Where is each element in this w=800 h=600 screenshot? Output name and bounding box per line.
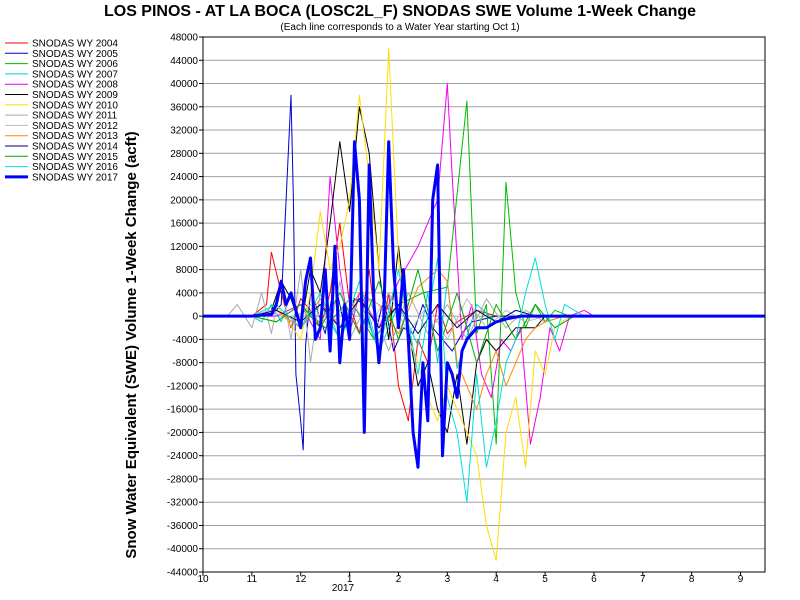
y-tick-label: 12000 bbox=[170, 242, 198, 253]
x-tick-label: 5 bbox=[542, 574, 548, 585]
y-tick-label: -24000 bbox=[167, 451, 199, 462]
y-tick-label: -28000 bbox=[167, 474, 199, 485]
y-tick-label: -20000 bbox=[167, 428, 199, 439]
y-tick-label: -16000 bbox=[167, 405, 199, 416]
x-tick-label: 11 bbox=[247, 574, 258, 585]
x-tick-label: 4 bbox=[493, 574, 499, 585]
y-tick-label: -40000 bbox=[167, 544, 199, 555]
y-tick-label: 24000 bbox=[170, 172, 198, 183]
legend-label: SNODAS WY 2012 bbox=[32, 121, 118, 132]
legend-label: SNODAS WY 2017 bbox=[32, 172, 118, 183]
legend-label: SNODAS WY 2011 bbox=[32, 111, 118, 122]
y-tick-label: 4000 bbox=[176, 288, 199, 299]
legend-label: SNODAS WY 2015 bbox=[32, 152, 118, 163]
x-tick-label: 9 bbox=[738, 574, 744, 585]
chart-title: LOS PINOS - AT LA BOCA (LOSC2L_F) SNODAS… bbox=[104, 3, 696, 20]
legend-label: SNODAS WY 2008 bbox=[32, 80, 118, 91]
x-ticks: 10 11 12 1 2 3 4 5 6 7 8 9 bbox=[197, 572, 744, 585]
x-tick-label: 1 bbox=[347, 574, 353, 585]
legend-label: SNODAS WY 2013 bbox=[32, 131, 118, 142]
x-tick-label: 10 bbox=[197, 574, 209, 585]
y-tick-label: 20000 bbox=[170, 195, 198, 206]
legend-label: SNODAS WY 2006 bbox=[32, 59, 118, 70]
grid bbox=[203, 36, 765, 573]
y-tick-label: 40000 bbox=[170, 79, 198, 90]
series-line bbox=[203, 94, 765, 451]
legend-label: SNODAS WY 2010 bbox=[32, 100, 118, 111]
legend-label: SNODAS WY 2005 bbox=[32, 49, 118, 60]
y-tick-label: -8000 bbox=[172, 358, 198, 369]
series-line bbox=[203, 48, 765, 561]
y-tick-label: 36000 bbox=[170, 102, 198, 113]
legend-label: SNODAS WY 2016 bbox=[32, 162, 118, 173]
y-tick-label: 28000 bbox=[170, 149, 198, 160]
y-tick-label: 48000 bbox=[170, 33, 198, 44]
x-tick-label: 2 bbox=[396, 574, 402, 585]
legend-label: SNODAS WY 2014 bbox=[32, 142, 118, 153]
y-ticks: 4800044000400003600032000280002400020000… bbox=[167, 33, 203, 579]
y-tick-label: -32000 bbox=[167, 498, 199, 509]
x-year-label: 2017 bbox=[332, 583, 355, 594]
y-tick-label: 32000 bbox=[170, 126, 198, 137]
x-tick-label: 8 bbox=[689, 574, 695, 585]
x-tick-label: 7 bbox=[640, 574, 646, 585]
y-tick-label: 0 bbox=[192, 312, 198, 323]
y-tick-label: 44000 bbox=[170, 56, 198, 67]
chart-subtitle: (Each line corresponds to a Water Year s… bbox=[280, 22, 519, 33]
series-line bbox=[203, 257, 765, 503]
x-tick-label: 3 bbox=[445, 574, 451, 585]
x-tick-label: 12 bbox=[295, 574, 307, 585]
legend-label: SNODAS WY 2004 bbox=[32, 39, 118, 50]
series-line bbox=[203, 83, 765, 445]
series-lines bbox=[203, 48, 765, 561]
y-tick-label: 16000 bbox=[170, 219, 198, 230]
legend-label: SNODAS WY 2009 bbox=[32, 90, 118, 101]
plot-frame bbox=[202, 36, 766, 573]
legend-label: SNODAS WY 2007 bbox=[32, 69, 118, 80]
y-tick-label: -4000 bbox=[172, 335, 198, 346]
y-tick-label: -12000 bbox=[167, 381, 199, 392]
x-tick-label: 6 bbox=[591, 574, 597, 585]
y-axis-label: Snow Water Equivalent (SWE) Volume 1-Wee… bbox=[123, 131, 140, 558]
series-line bbox=[203, 269, 765, 364]
series-line bbox=[203, 140, 765, 469]
y-tick-label: -44000 bbox=[167, 568, 199, 579]
y-tick-label: 8000 bbox=[176, 265, 199, 276]
y-tick-label: -36000 bbox=[167, 521, 199, 532]
